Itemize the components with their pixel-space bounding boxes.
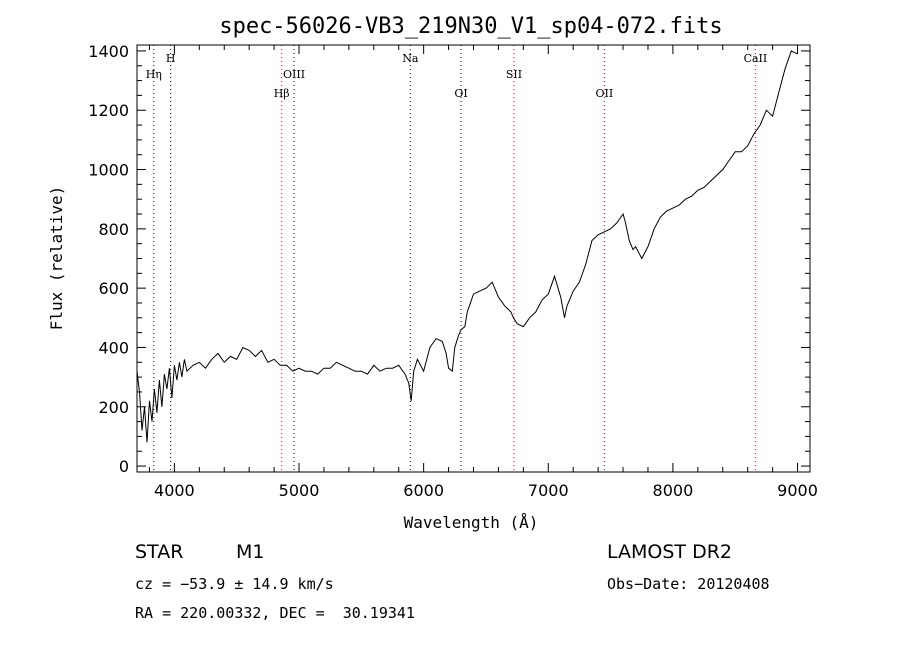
- spectral-line-label: OII: [596, 87, 614, 100]
- observation-date: Obs−Date: 20120408: [607, 575, 770, 593]
- y-tick-label: 600: [98, 279, 129, 298]
- x-tick-label: 5000: [279, 481, 320, 500]
- y-tick-label: 400: [98, 338, 129, 357]
- spectral-line-label: OIII: [283, 68, 305, 81]
- survey-name: LAMOST DR2: [607, 541, 732, 563]
- chart-title: spec-56026-VB3_219N30_V1_sp04-072.fits: [219, 14, 722, 39]
- x-tick-label: 7000: [528, 481, 569, 500]
- spectral-line-label: OI: [454, 87, 467, 100]
- plot-frame: [136, 44, 811, 473]
- spectral-line-label: CaII: [744, 52, 768, 65]
- spectral-line-label: Hβ: [274, 87, 290, 100]
- x-tick-label: 9000: [777, 481, 818, 500]
- y-tick-label: 0: [119, 457, 129, 476]
- spectral-line-label: Na: [402, 52, 419, 65]
- y-axis-label: Flux (relative): [47, 186, 66, 331]
- y-tick-label: 800: [98, 220, 129, 239]
- object-subclass: M1: [236, 541, 265, 563]
- spectral-line-label: H: [166, 52, 176, 65]
- object-class: STAR: [135, 541, 184, 563]
- spectrum-plot: spec-56026-VB3_219N30_V1_sp04-072.fits H…: [47, 14, 818, 532]
- y-tick-label: 1200: [88, 101, 129, 120]
- x-axis-ticks: 4000 5000 6000 7000 8000 9000: [148, 45, 818, 500]
- x-tick-label: 6000: [403, 481, 444, 500]
- y-tick-label: 200: [98, 398, 129, 417]
- spectral-line-label: Hη: [146, 68, 162, 81]
- y-tick-label: 1000: [88, 161, 129, 180]
- y-tick-label: 1400: [88, 42, 129, 61]
- redshift-cz: cz = −53.9 ± 14.9 km/s: [135, 575, 334, 593]
- coordinates: RA = 220.00332, DEC = 30.19341: [135, 604, 415, 622]
- spectrum-line: [136, 50, 798, 443]
- x-tick-label: 8000: [653, 481, 694, 500]
- spectral-line-label: SII: [506, 68, 522, 81]
- x-axis-label: Wavelength (Å): [404, 513, 539, 532]
- y-axis-ticks: 0 200 400 600 800 1000 1200 1400: [88, 42, 810, 476]
- x-tick-label: 4000: [154, 481, 195, 500]
- spectral-line-markers: Hη H Hβ OIII Na OI SII OII CaII: [146, 45, 768, 472]
